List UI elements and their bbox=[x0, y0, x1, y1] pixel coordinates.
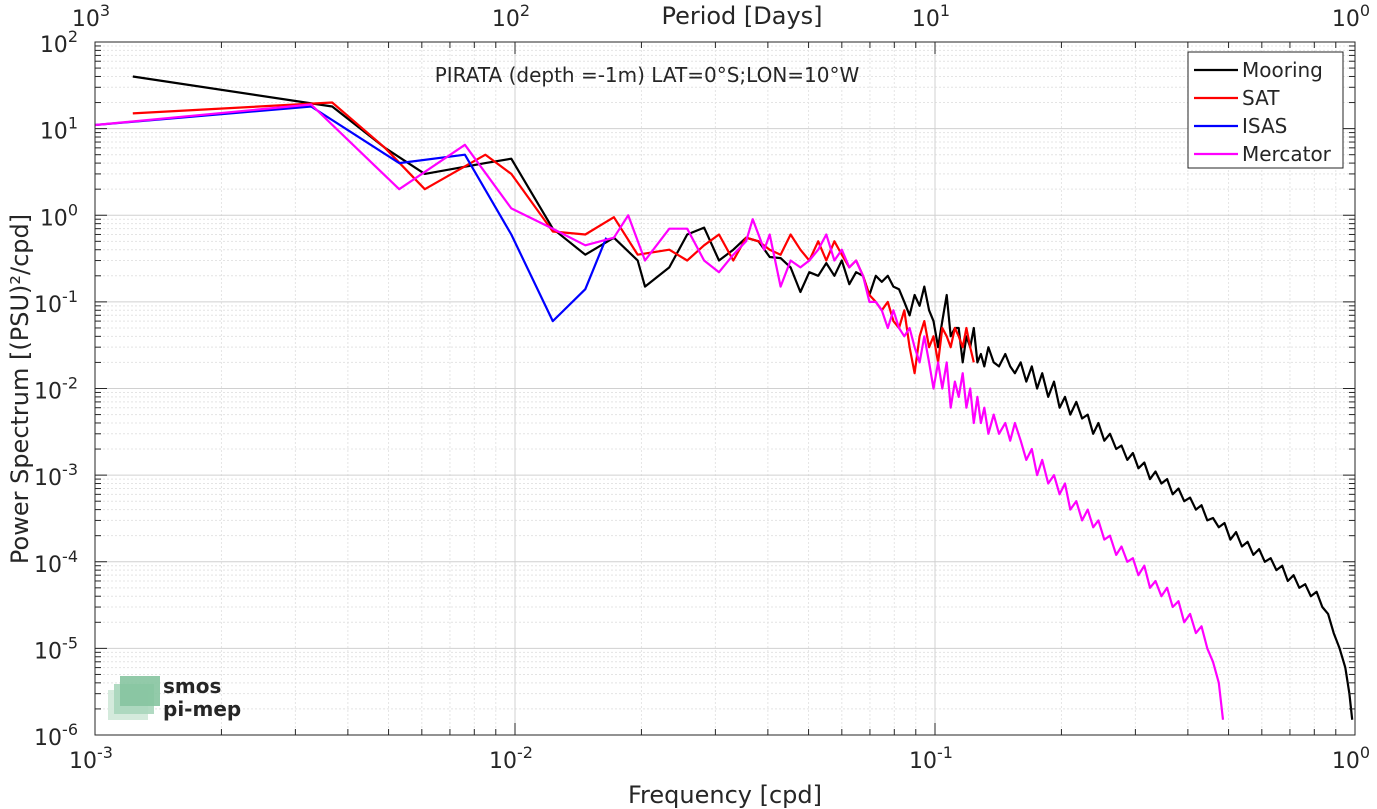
top-x-tick-labels: 103 102 101 100 bbox=[72, 1, 1370, 32]
y-tick-label: 10-1 bbox=[34, 287, 78, 318]
y-tick-labels: 102 101 100 10-1 10-2 10-3 10-4 10-5 10-6 bbox=[34, 27, 78, 751]
series-line-mooring bbox=[132, 75, 1354, 720]
legend-box bbox=[1187, 51, 1344, 169]
axis-ticks bbox=[94, 41, 1356, 736]
top-x-tick-label: 101 bbox=[912, 1, 950, 32]
legend: Mooring SAT ISAS Mercator bbox=[1187, 51, 1344, 169]
x-tick-label: 10-1 bbox=[909, 743, 953, 774]
watermark-line1: smos bbox=[163, 674, 221, 698]
y-tick-label: 10-4 bbox=[34, 547, 78, 578]
x-tick-label: 10-2 bbox=[489, 743, 533, 774]
series-line-mercator bbox=[95, 103, 1225, 720]
x-tick-labels: 10-3 10-2 10-1 100 bbox=[69, 743, 1370, 774]
top-x-tick-label: 103 bbox=[72, 1, 110, 32]
x-tick-label: 100 bbox=[1332, 743, 1370, 774]
y-tick-label: 10-6 bbox=[34, 720, 78, 751]
legend-label-sat: SAT bbox=[1242, 86, 1280, 110]
top-x-tick-label: 100 bbox=[1332, 1, 1370, 32]
y-tick-label: 100 bbox=[40, 200, 78, 231]
legend-label-isas: ISAS bbox=[1242, 114, 1287, 138]
top-x-axis-title: Period [Days] bbox=[661, 2, 822, 30]
y-tick-label: 10-2 bbox=[34, 374, 78, 405]
legend-label-mercator: Mercator bbox=[1242, 142, 1332, 166]
smos-pimep-logo: smos pi-mep bbox=[108, 674, 241, 721]
y-tick-label: 10-3 bbox=[34, 460, 78, 491]
series-line-isas bbox=[95, 105, 608, 323]
legend-label-mooring: Mooring bbox=[1242, 58, 1323, 82]
minor-grid bbox=[95, 42, 1355, 735]
x-axis-title: Frequency [cpd] bbox=[628, 781, 822, 809]
y-tick-label: 101 bbox=[40, 114, 78, 145]
plot-title: PIRATA (depth =-1m) LAT=0°S;LON=10°W bbox=[435, 63, 860, 87]
y-tick-label: 102 bbox=[40, 27, 78, 58]
watermark-line2: pi-mep bbox=[163, 697, 241, 721]
top-x-tick-label: 102 bbox=[492, 1, 530, 32]
y-axis-title: Power Spectrum [(PSU)²/cpd] bbox=[6, 214, 34, 564]
x-tick-label: 10-3 bbox=[69, 743, 113, 774]
series-layer bbox=[95, 75, 1354, 720]
y-tick-label: 10-5 bbox=[34, 633, 78, 664]
